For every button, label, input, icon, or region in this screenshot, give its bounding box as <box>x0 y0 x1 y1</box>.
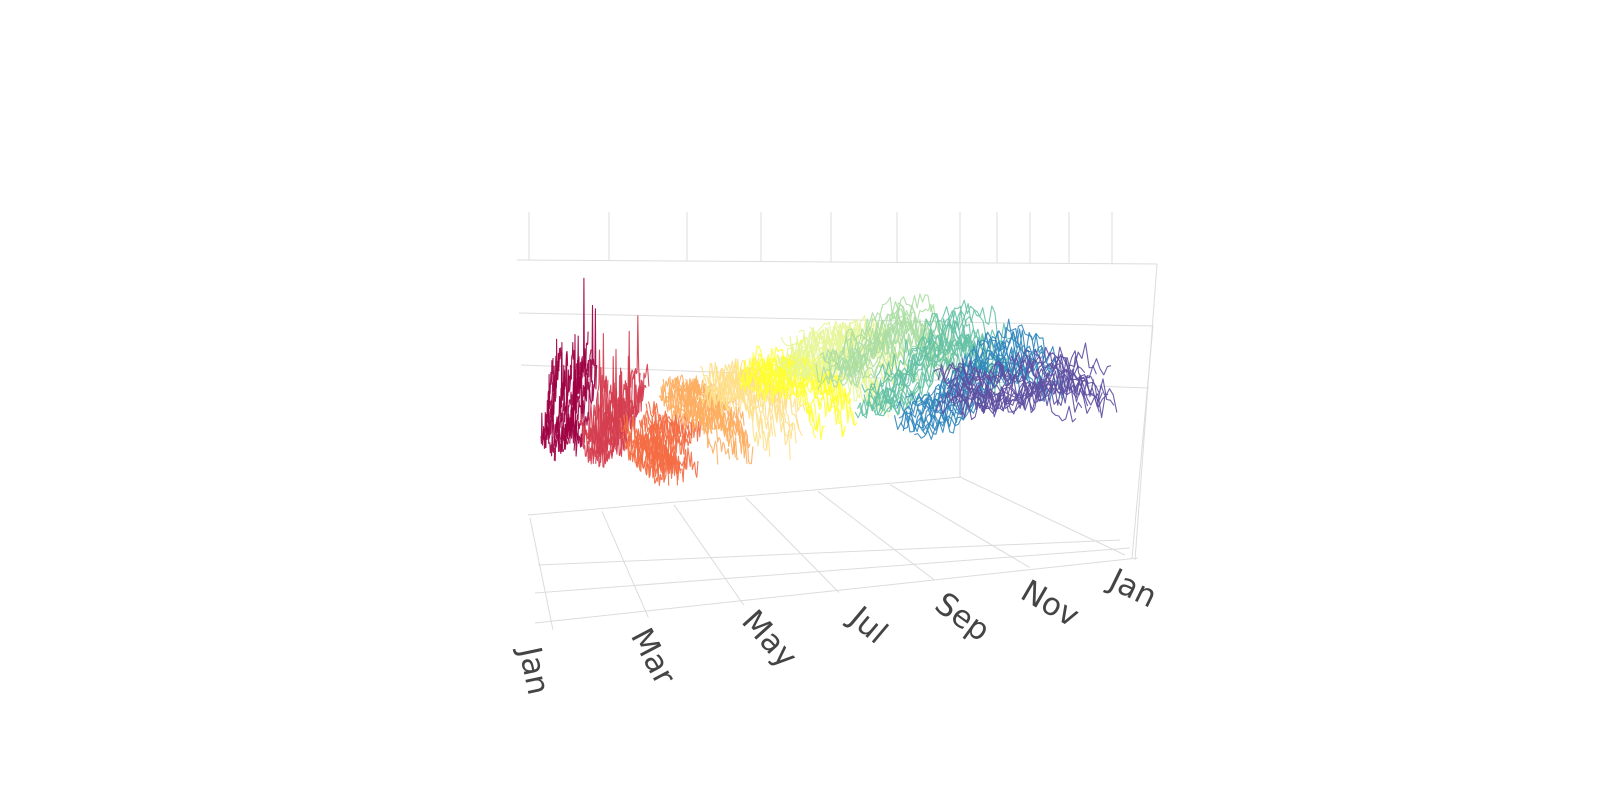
tick-label-layer: Jan Mar May Jul Sep Nov Jan <box>511 561 1163 698</box>
series-line-jul <box>776 353 866 404</box>
series-line-jan <box>547 338 563 432</box>
series-line-nov <box>961 374 1118 413</box>
grid-line <box>516 259 1158 265</box>
series-line-nov <box>959 373 1109 410</box>
series-line-jun <box>761 373 846 437</box>
x-tick-label: Jan <box>511 642 557 698</box>
series-line-sep <box>887 328 1014 416</box>
x-tick-label: Mar <box>623 622 682 691</box>
grid-line <box>537 539 1121 566</box>
series-line-aug <box>819 296 924 364</box>
series-line-jan <box>573 308 598 457</box>
series-line-mar <box>634 433 679 486</box>
series-line-apr <box>691 399 754 465</box>
series-line-may <box>721 368 794 431</box>
x-tick-label: Nov <box>1015 573 1085 634</box>
x-tick-label: May <box>734 603 804 675</box>
x-tick-label: Jan <box>1102 561 1163 615</box>
grid-layer <box>516 212 1158 631</box>
grid-line <box>527 476 963 516</box>
series-line-aug <box>835 304 944 371</box>
grid-line <box>601 511 649 618</box>
grid-line <box>1131 325 1154 559</box>
series-layer <box>540 277 1118 486</box>
series-line-mar <box>625 438 667 486</box>
grid-line <box>529 517 554 631</box>
series-line-nov <box>961 368 1115 406</box>
series-line-aug <box>841 293 953 357</box>
series-line-sep <box>885 299 1011 387</box>
grid-line <box>817 490 935 581</box>
series-line-mar <box>649 434 699 478</box>
grid-line <box>673 504 745 606</box>
series-line-nov <box>955 369 1103 410</box>
x-tick-label: Jul <box>841 598 894 651</box>
series-line-aug <box>839 330 950 389</box>
series-line-nov <box>937 354 1080 387</box>
series-line-oct <box>927 344 1066 423</box>
grid-line <box>889 484 1030 568</box>
grid-line <box>745 497 840 593</box>
series-line-mar <box>632 419 676 470</box>
series-line-nov <box>935 385 1077 423</box>
series-line-oct <box>922 329 1060 415</box>
series-line-jun <box>739 366 817 439</box>
series-line-sep <box>881 302 1005 400</box>
series-line-mar <box>636 432 681 475</box>
grid-line <box>961 477 1126 556</box>
series-line-jan <box>566 331 589 432</box>
series-line-jun <box>767 371 855 426</box>
grid-line <box>1134 263 1158 561</box>
grid-line <box>518 312 1154 327</box>
series-line-nov <box>961 342 1112 383</box>
series-line-oct <box>911 318 1045 407</box>
x-tick-label: Sep <box>928 585 996 648</box>
